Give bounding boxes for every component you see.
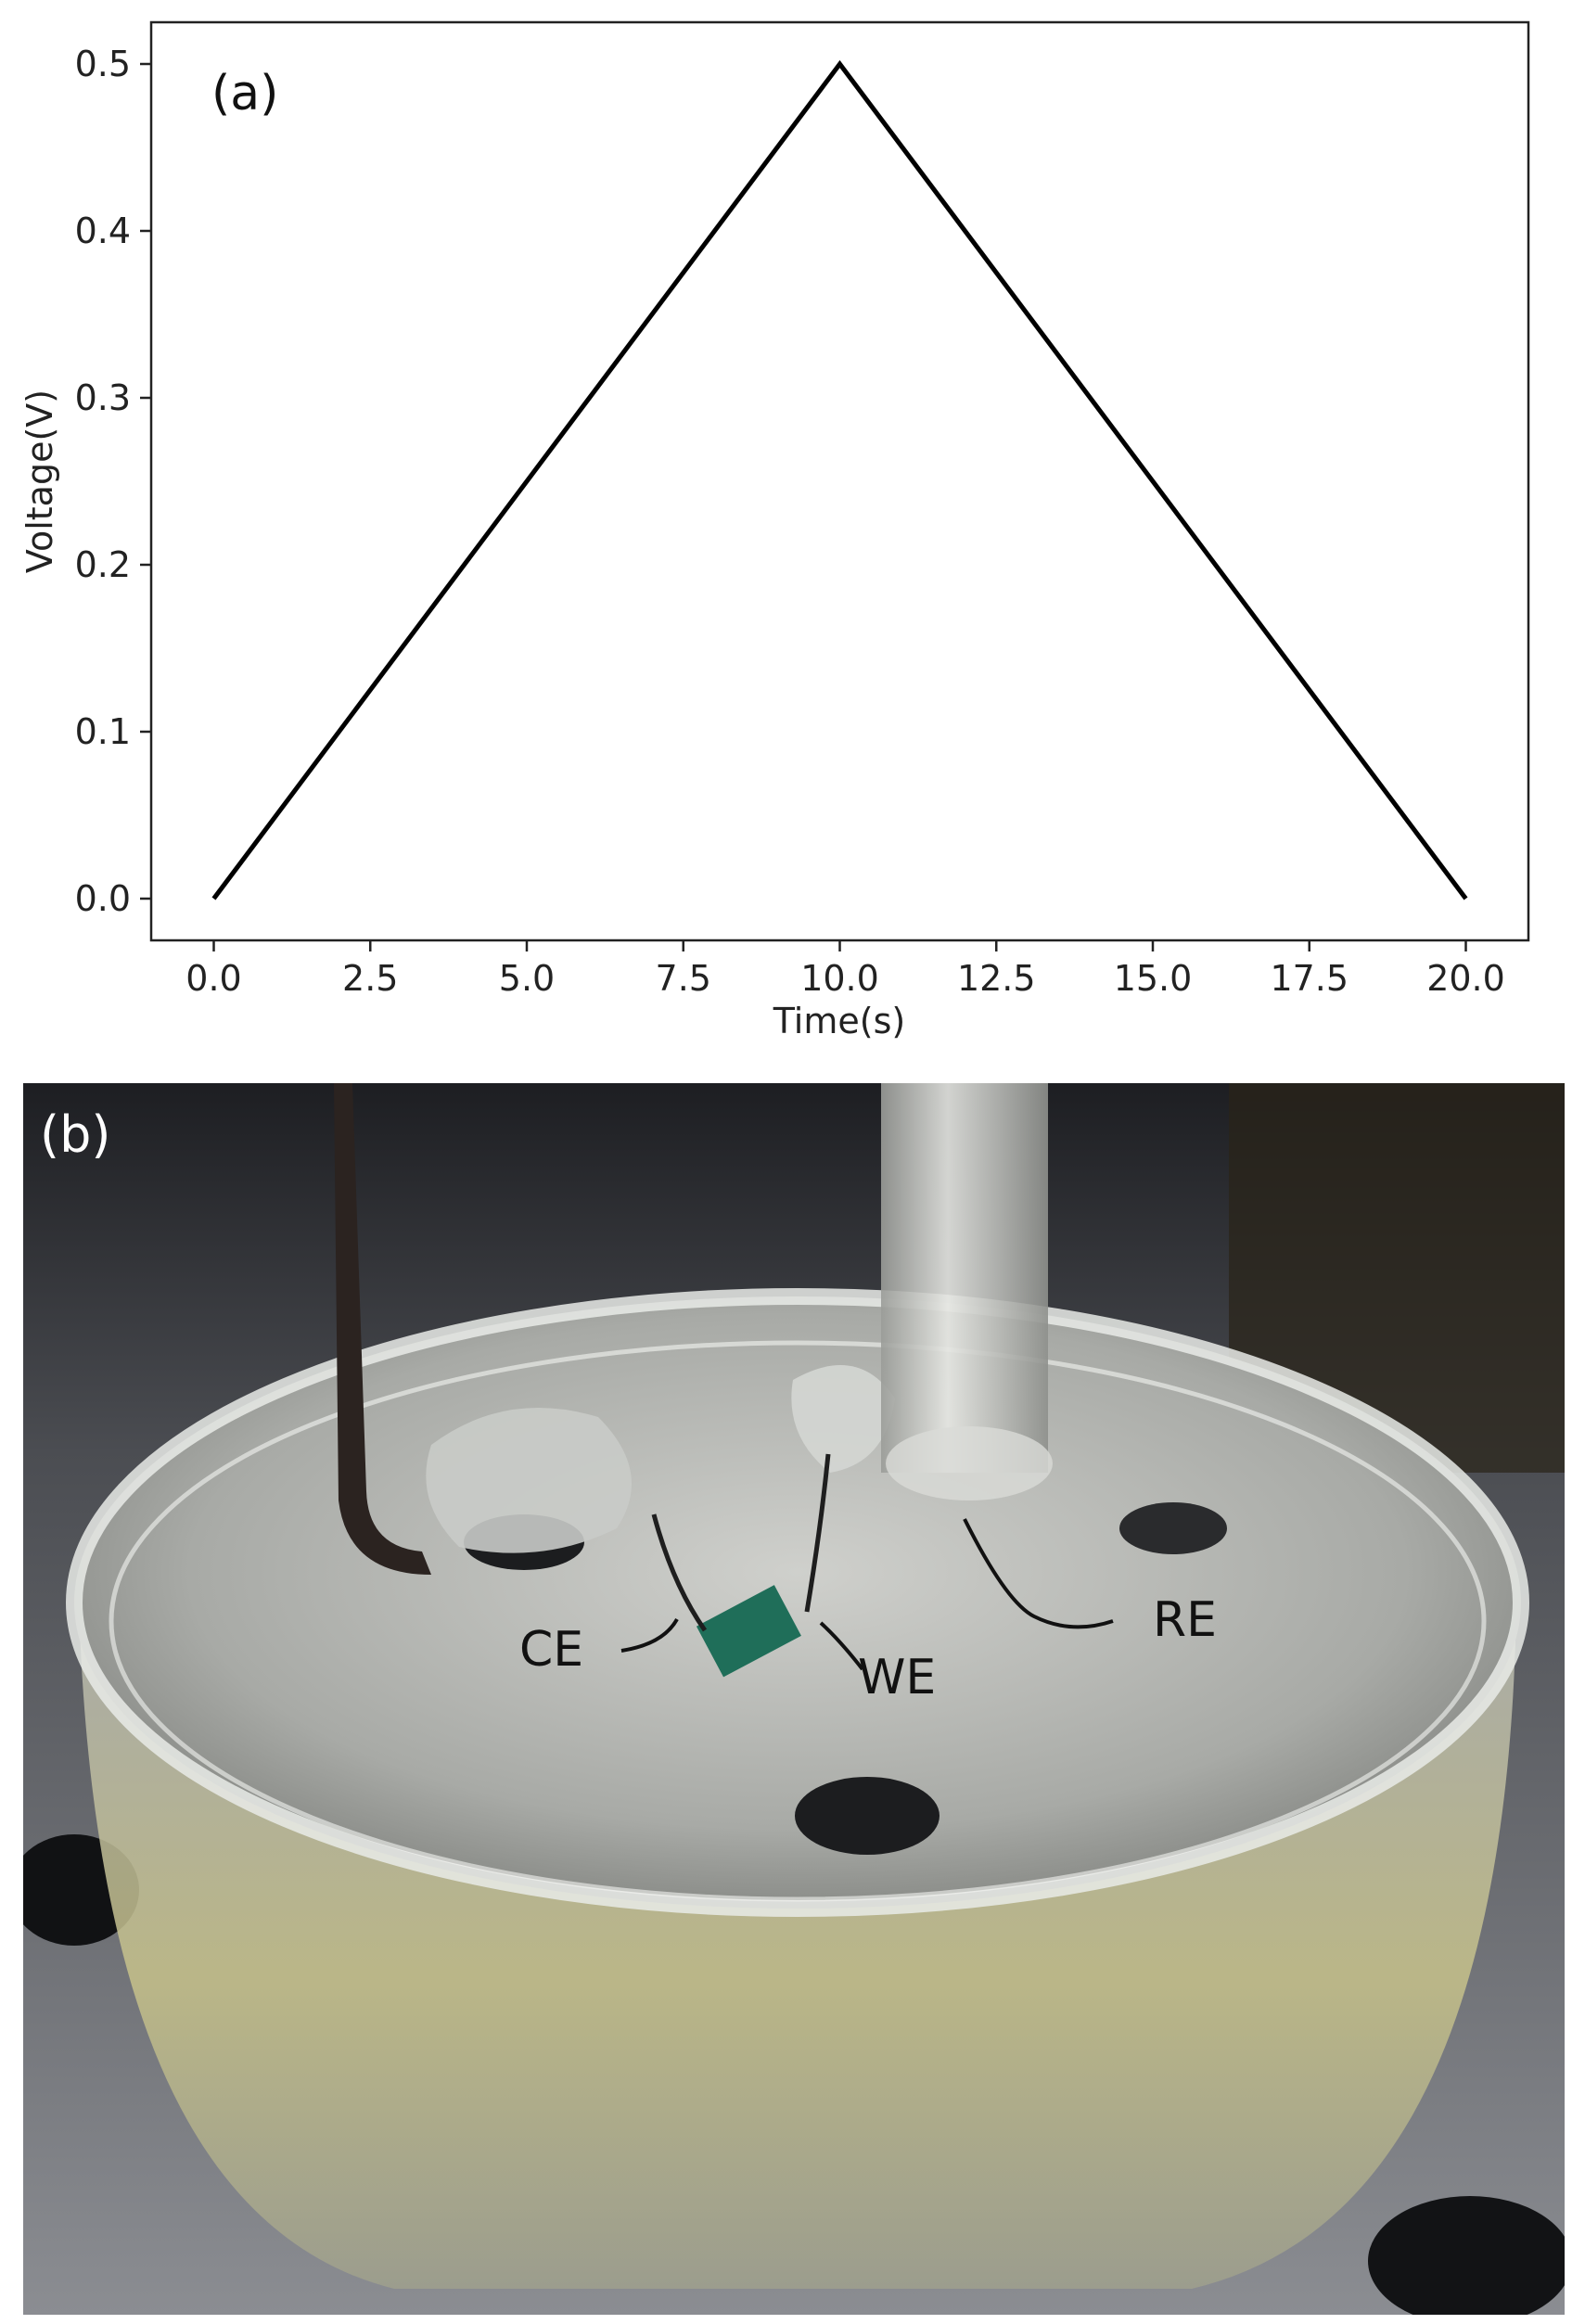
ce-leader-line [620, 1617, 679, 1653]
y-tick-label: 0.4 [75, 211, 131, 251]
label-ce: CE [519, 1622, 583, 1678]
x-tick-label: 20.0 [1426, 958, 1505, 999]
voltage-time-chart: (a) 0.0 2.5 5.0 7.5 10.0 12.5 15.0 17.5 20.0 0.0… [0, 0, 1585, 1066]
panel-label-a: (a) [211, 66, 278, 121]
electrochemical-cell-photo: (b) CE WE RE [23, 1083, 1565, 2315]
dish-rim-inner [109, 1340, 1487, 1902]
y-tick-label: 0.1 [75, 711, 131, 752]
x-axis-ticks: 0.0 2.5 5.0 7.5 10.0 12.5 15.0 17.5 20.0 [185, 940, 1505, 999]
x-tick-label: 7.5 [656, 958, 711, 999]
ce-wire [651, 1513, 708, 1632]
x-tick-label: 2.5 [342, 958, 398, 999]
we-wire [804, 1453, 831, 1613]
x-tick-label: 12.5 [957, 958, 1036, 999]
x-tick-label: 0.0 [185, 958, 241, 999]
dish-rim [66, 1288, 1529, 1917]
y-axis-ticks: 0.0 0.1 0.2 0.3 0.4 0.5 [75, 44, 151, 919]
y-tick-label: 0.2 [75, 544, 131, 585]
we-leader-line [819, 1621, 864, 1671]
x-tick-label: 10.0 [800, 958, 879, 999]
x-axis-title: Time(s) [773, 1001, 905, 1041]
y-tick-label: 0.5 [75, 44, 131, 84]
y-tick-label: 0.0 [75, 878, 131, 919]
plot-frame [149, 20, 1530, 942]
we-clip [791, 1365, 895, 1473]
x-tick-label: 15.0 [1114, 958, 1193, 999]
series-layer [211, 59, 1468, 900]
chart-svg: (a) 0.0 2.5 5.0 7.5 10.0 12.5 15.0 17.5 20.0 0.0… [19, 20, 1530, 1041]
label-we: WE [858, 1650, 936, 1705]
x-tick-label: 17.5 [1270, 958, 1349, 999]
re-leader-line [963, 1518, 1114, 1629]
voltage-series-line [211, 59, 1468, 900]
panel-label-b: (b) [40, 1105, 110, 1164]
table-hole-right [1368, 2196, 1565, 2315]
y-axis-title: Voltage(V) [19, 389, 60, 573]
ce-holder-rod [334, 1083, 431, 1575]
ce-clip-left [426, 1408, 632, 1553]
dish-hole-2 [1119, 1502, 1227, 1554]
photo-svg: (b) CE WE RE [23, 1083, 1565, 2315]
reference-electrode-base [886, 1426, 1053, 1500]
sample-chip [696, 1585, 801, 1678]
x-tick-label: 5.0 [499, 958, 555, 999]
dish-hole-3 [795, 1777, 939, 1855]
label-re: RE [1153, 1592, 1217, 1648]
y-tick-label: 0.3 [75, 377, 131, 418]
reference-electrode-tube [881, 1083, 1048, 1473]
